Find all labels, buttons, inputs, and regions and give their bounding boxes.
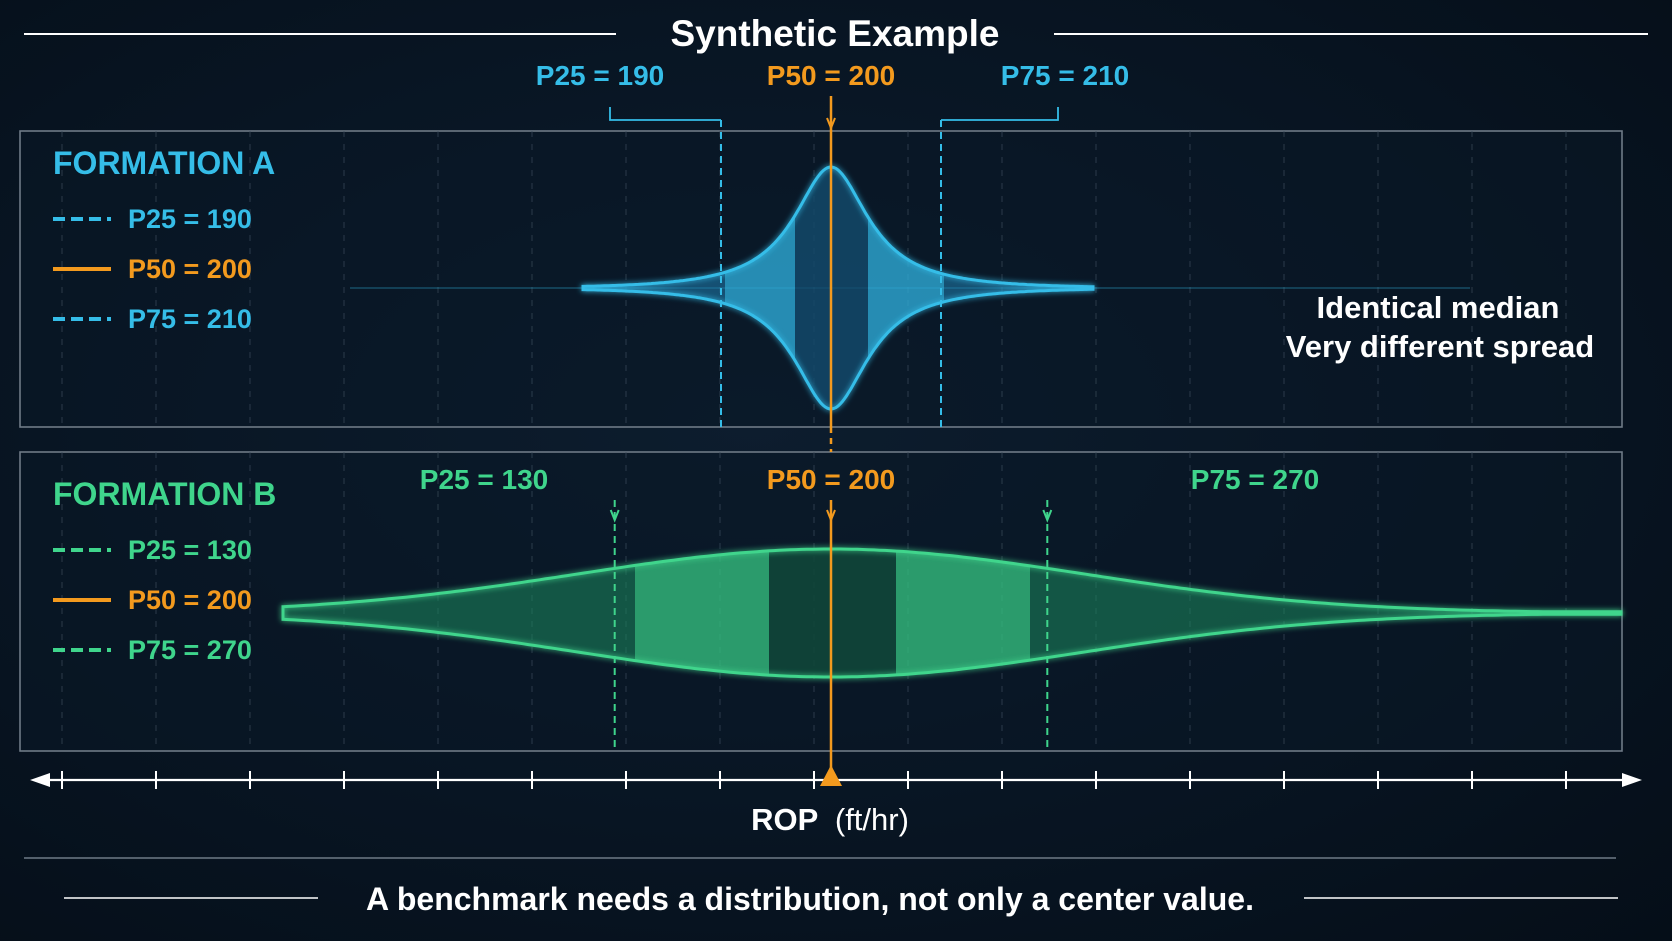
formation-a-bracket	[609, 107, 721, 121]
distribution-formation-b	[281, 547, 1623, 679]
formation-b-ref-arrow	[609, 509, 620, 523]
x-axis	[30, 765, 1642, 789]
formation-a-median-label: P50 = 200	[767, 60, 895, 91]
footer-message: A benchmark needs a distribution, not on…	[366, 881, 1254, 917]
legend-formation-a-label-p50: P50 = 200	[128, 254, 252, 284]
formation-a-bracket	[941, 107, 1059, 121]
legend: FORMATION A P25 = 190 P50 = 200 P75 = 210 FO…	[53, 145, 276, 665]
formation-b-ref-arrow	[1042, 509, 1053, 523]
formation-b-label-p75: P75 = 270	[1191, 464, 1319, 495]
x-axis-label: ROP (ft/hr)	[751, 802, 909, 837]
legend-formation-a-label-p25: P25 = 190	[128, 204, 252, 234]
formation-a-top-label-p25: P25 = 190	[536, 60, 664, 91]
percentile-reference-lines: P25 = 190 P75 = 210 P25 = 130 P75 = 270	[420, 60, 1319, 751]
annotation-line-1: Identical median	[1317, 290, 1560, 325]
annotation-line-2: Very different spread	[1286, 329, 1594, 364]
legend-formation-b-label-p25: P25 = 130	[128, 535, 252, 565]
legend-formation-b-label-p50: P50 = 200	[128, 585, 252, 615]
formation-b-median-label: P50 = 200	[767, 464, 895, 495]
x-axis-label-name: ROP	[751, 802, 818, 837]
median-arrow	[826, 117, 836, 131]
legend-formation-a-title: FORMATION A	[53, 145, 275, 181]
distribution-outline	[281, 547, 1623, 679]
legend-formation-a-label-p75: P75 = 210	[128, 304, 252, 334]
median-markers: P50 = 200 P50 = 200	[767, 60, 895, 780]
x-axis-arrow-right	[1622, 773, 1642, 787]
median-axis-marker	[820, 765, 842, 786]
chart-title: Synthetic Example	[670, 13, 999, 54]
distribution-band	[635, 549, 769, 677]
formation-a-top-label-p75: P75 = 210	[1001, 60, 1129, 91]
x-axis-label-unit: (ft/hr)	[835, 802, 909, 837]
grid-formation-b	[61, 452, 1567, 750]
distribution-band	[769, 549, 896, 677]
distribution-band	[896, 549, 1030, 677]
median-arrow	[826, 509, 836, 523]
distribution-outline	[581, 165, 1095, 411]
x-axis-arrow-left	[30, 773, 50, 787]
legend-formation-b-title: FORMATION B	[53, 476, 276, 512]
legend-formation-b-label-p75: P75 = 270	[128, 635, 252, 665]
formation-b-label-p25: P25 = 130	[420, 464, 548, 495]
